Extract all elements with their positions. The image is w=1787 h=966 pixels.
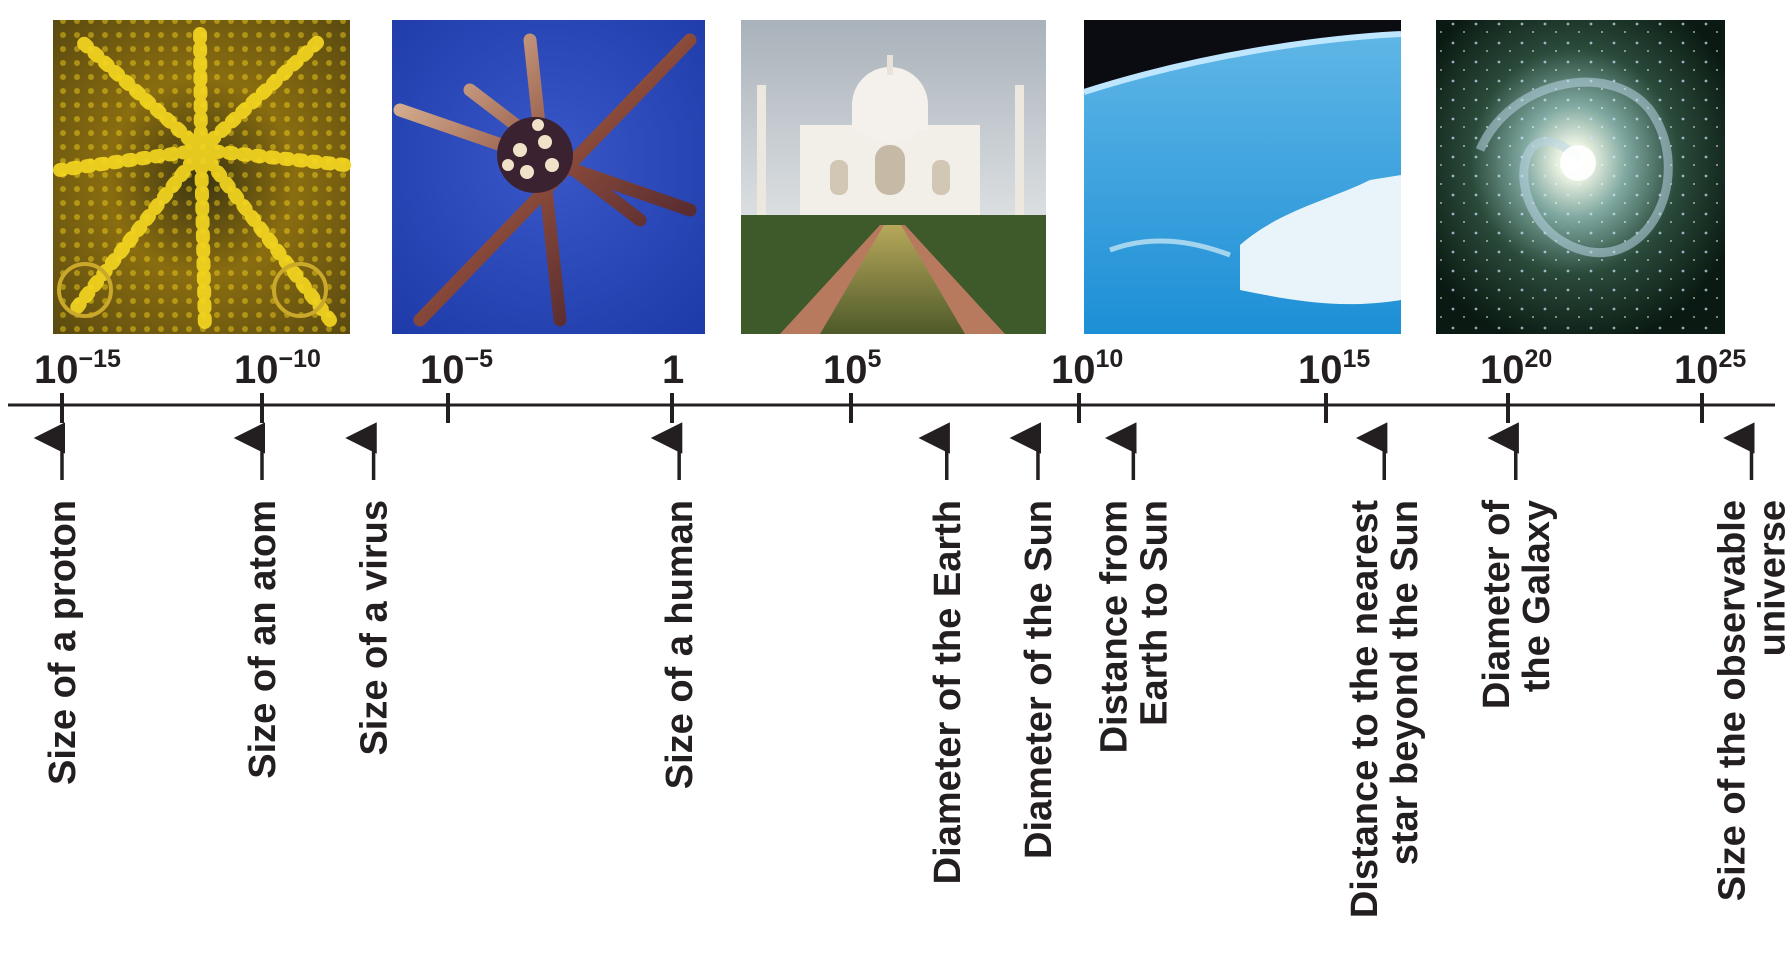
object-label: Size of an atom xyxy=(242,500,284,779)
photo-proton-field-ion xyxy=(53,20,352,337)
scale-ticks: 10−15 10−10 10−5 1 105 1010 1015 1020 1025 xyxy=(34,345,1746,423)
object-label: star beyond the Sun xyxy=(1384,500,1426,865)
object-label: Size of a proton xyxy=(42,500,84,785)
object-label: Size of a virus xyxy=(354,500,396,756)
object-label: Size of the observable xyxy=(1712,500,1754,901)
object-label: Distance to the nearest xyxy=(1344,500,1386,918)
object-label: universe xyxy=(1752,500,1787,656)
object-label: Earth to Sun xyxy=(1133,500,1175,726)
photo-virus xyxy=(392,20,705,334)
tick-label: 105 xyxy=(823,345,882,392)
object-label: Size of a human xyxy=(659,500,701,789)
tick-label: 10−5 xyxy=(420,345,493,392)
photo-spiral-galaxy xyxy=(1436,20,1725,334)
object-label: Diameter of xyxy=(1476,500,1518,709)
object-label: Diameter of the Sun xyxy=(1018,500,1060,859)
tick-label: 1025 xyxy=(1674,345,1746,392)
photo-taj-mahal xyxy=(741,20,1046,334)
photo-earth-from-space xyxy=(1083,20,1402,334)
tick-label: 1010 xyxy=(1051,345,1123,392)
tick-label: 1020 xyxy=(1480,345,1552,392)
tick-label: 1015 xyxy=(1298,345,1370,392)
tick-label: 1 xyxy=(662,348,684,392)
tick-label: 10−10 xyxy=(234,345,321,392)
object-label: Diameter of the Earth xyxy=(927,500,969,884)
tick-label: 10−15 xyxy=(34,345,121,392)
scale-objects: Size of a proton Size of an atom Size of a… xyxy=(33,422,1787,918)
object-label: Distance from xyxy=(1093,500,1135,753)
object-label: the Galaxy xyxy=(1516,500,1558,692)
